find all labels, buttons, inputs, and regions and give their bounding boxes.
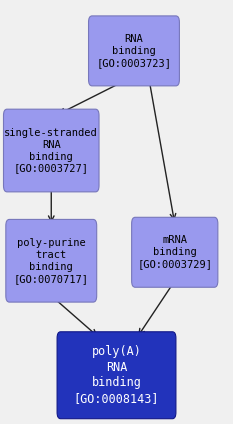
Text: single-stranded
RNA
binding
[GO:0003727]: single-stranded RNA binding [GO:0003727]: [4, 128, 98, 173]
Text: poly(A)
RNA
binding
[GO:0008143]: poly(A) RNA binding [GO:0008143]: [74, 346, 159, 405]
FancyBboxPatch shape: [89, 16, 179, 86]
FancyBboxPatch shape: [6, 220, 97, 302]
Text: poly-purine
tract
binding
[GO:0070717]: poly-purine tract binding [GO:0070717]: [14, 238, 89, 284]
FancyBboxPatch shape: [57, 332, 176, 419]
FancyBboxPatch shape: [3, 109, 99, 192]
FancyBboxPatch shape: [132, 217, 218, 287]
Text: RNA
binding
[GO:0003723]: RNA binding [GO:0003723]: [96, 34, 171, 68]
Text: mRNA
binding
[GO:0003729]: mRNA binding [GO:0003729]: [137, 235, 212, 269]
